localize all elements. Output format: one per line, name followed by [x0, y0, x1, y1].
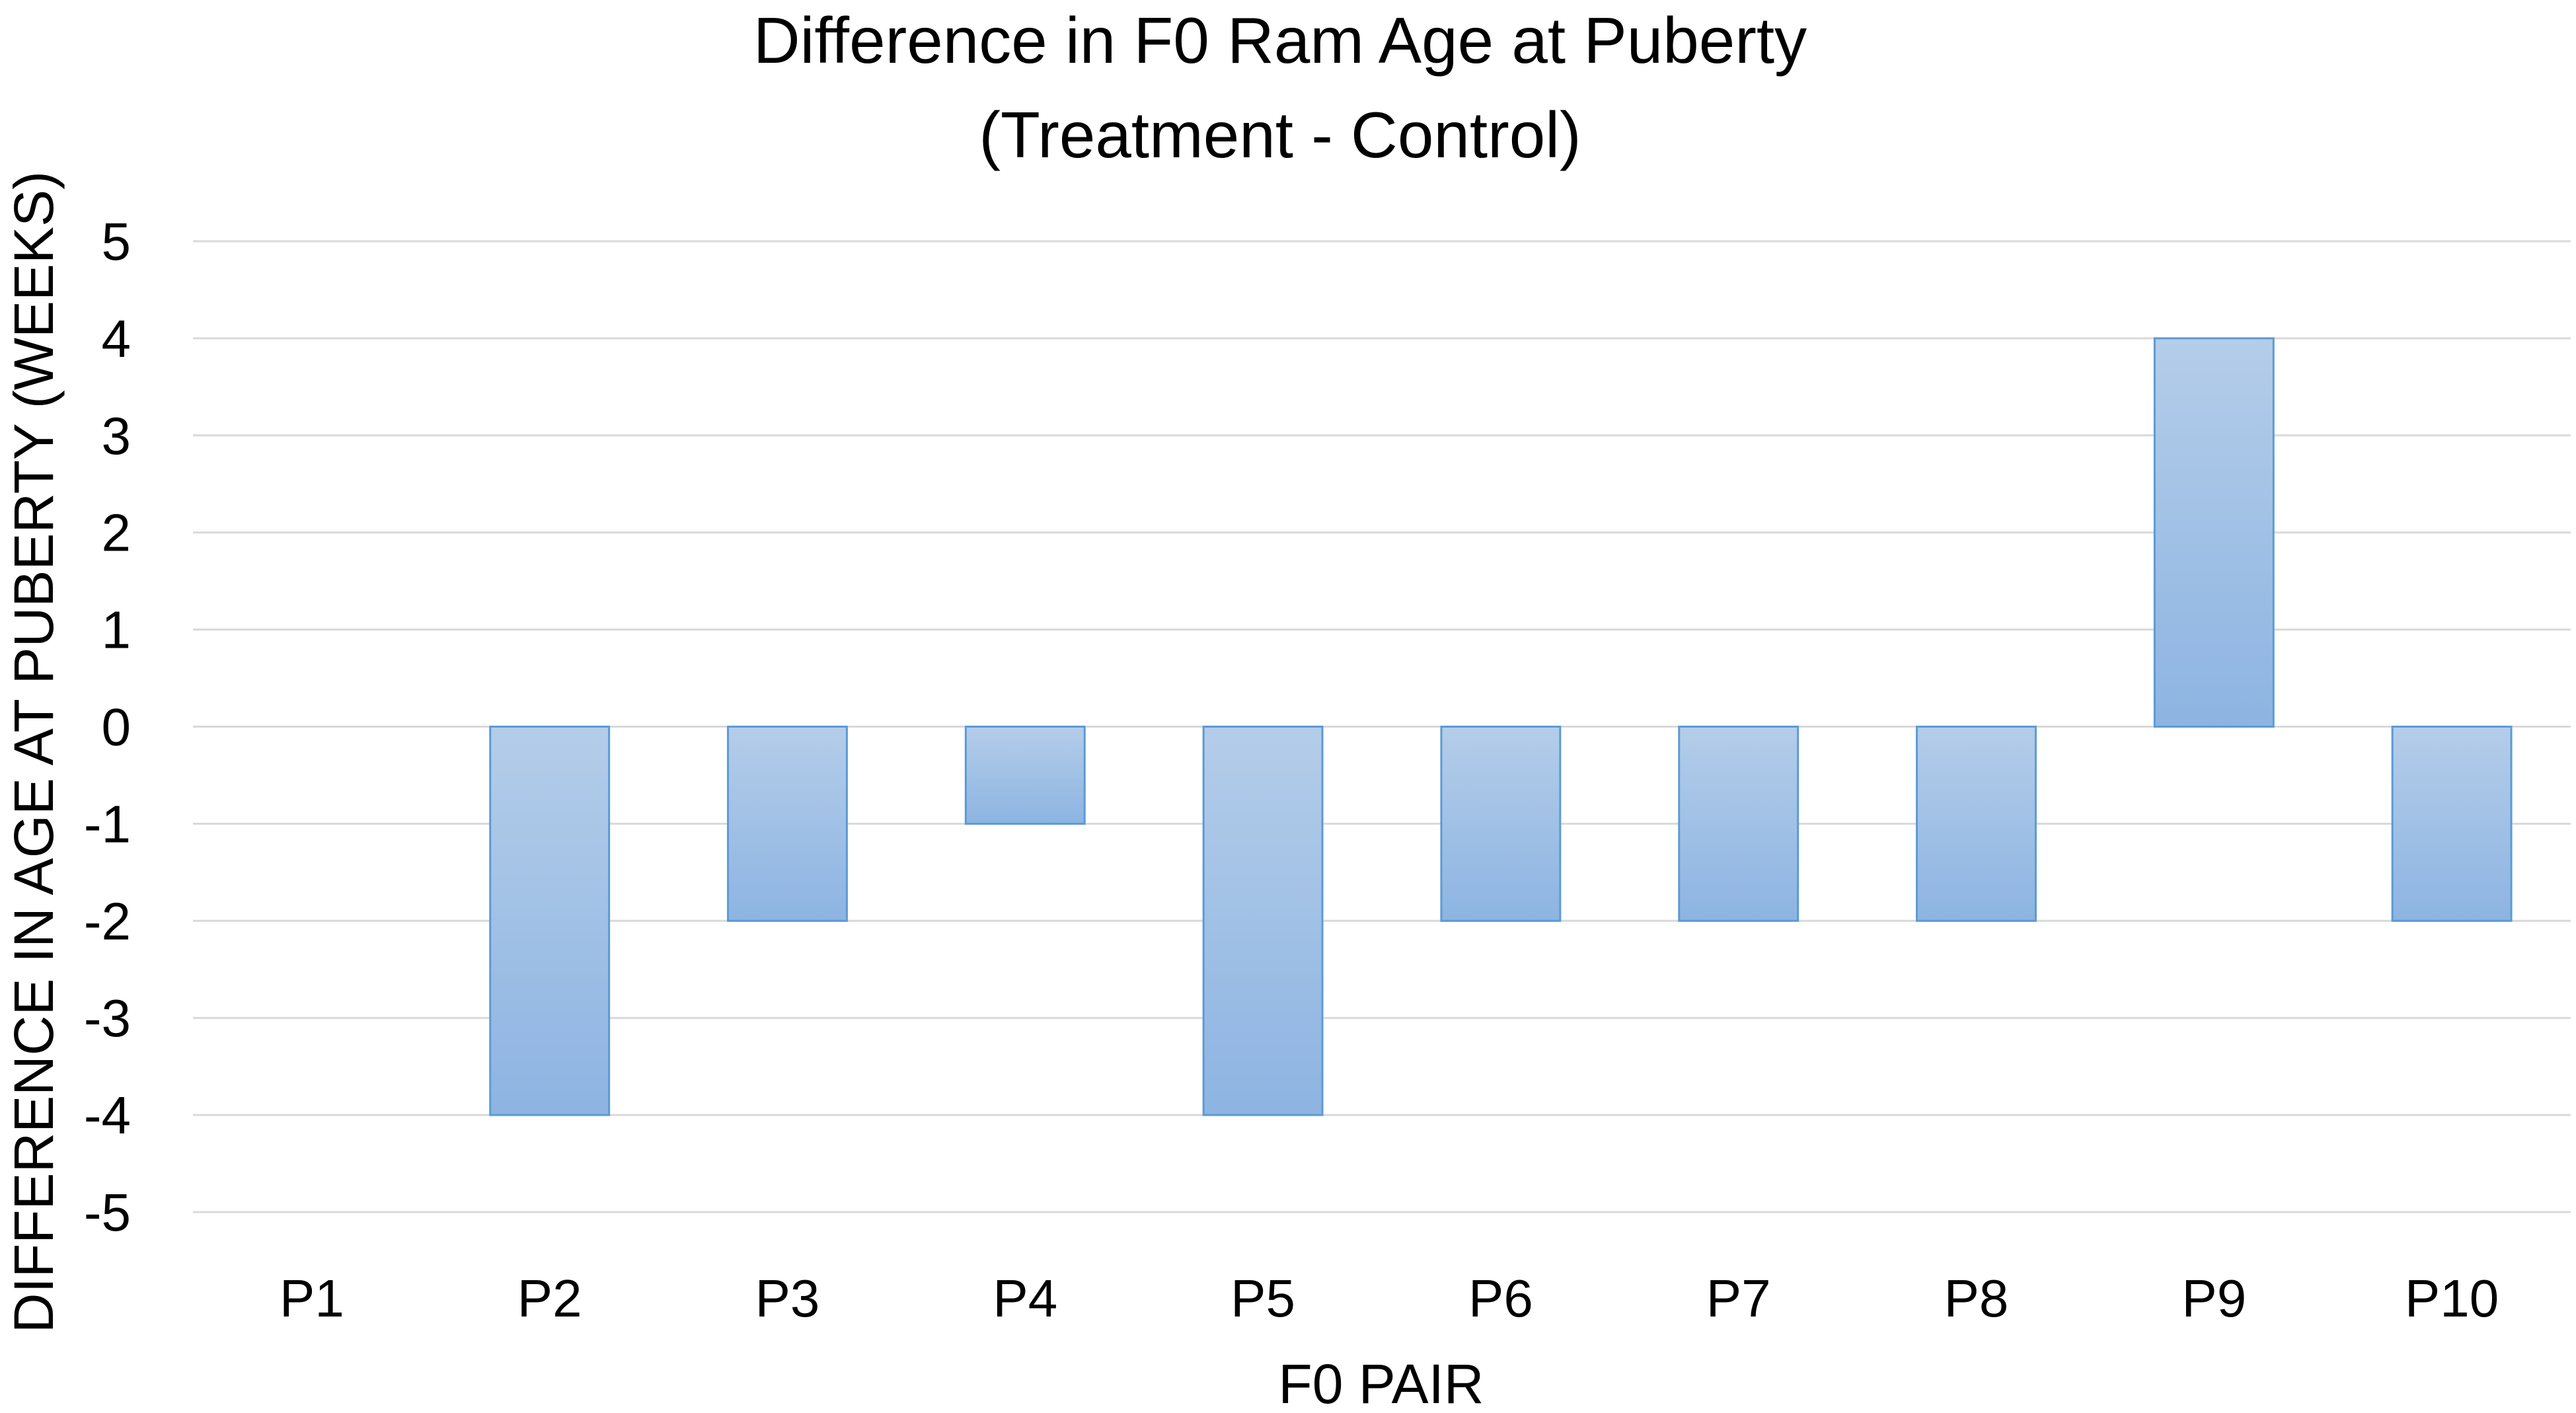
y-axis-tick-labels: 5 4 3 2 1 0 -1 -2 -3 -4 -5 — [84, 212, 131, 1242]
x-axis-title: F0 PAIR — [1278, 1353, 1484, 1413]
y-tick-label: -1 — [84, 794, 131, 853]
y-tick-label: -2 — [84, 892, 131, 950]
chart-title-line-1: Difference in F0 Ram Age at Puberty — [753, 4, 1807, 77]
bar-p5 — [1202, 726, 1324, 1116]
y-tick-label: 1 — [102, 601, 132, 660]
bar-p4 — [964, 726, 1086, 825]
y-tick-label: 5 — [102, 212, 132, 271]
chart-title-line-2: (Treatment - Control) — [979, 98, 1581, 171]
x-tick-label-p3: P3 — [755, 1269, 820, 1328]
bar-p6 — [1440, 726, 1562, 922]
x-tick-label-p7: P7 — [1706, 1269, 1771, 1328]
y-tick-label: 4 — [102, 309, 132, 368]
x-tick-label-p5: P5 — [1231, 1269, 1295, 1328]
bar-p2 — [489, 726, 611, 1116]
y-tick-label: 2 — [102, 504, 132, 562]
bar-p9 — [2153, 337, 2275, 728]
y-tick-label: -3 — [84, 989, 131, 1048]
x-tick-label-p10: P10 — [2405, 1269, 2499, 1328]
y-tick-label: -4 — [84, 1086, 131, 1145]
y-tick-label: 3 — [102, 406, 132, 465]
bar-p8 — [1916, 726, 2037, 922]
bar-p7 — [1678, 726, 1799, 922]
x-tick-label-p9: P9 — [2181, 1269, 2246, 1328]
bar-p10 — [2391, 726, 2513, 922]
y-axis-title: DIFFERENCE IN AGE AT PUBERTY (WEEKS) — [3, 171, 65, 1333]
x-tick-label-p4: P4 — [993, 1269, 1057, 1328]
y-tick-label: -5 — [84, 1183, 131, 1242]
bars — [489, 337, 2513, 1116]
x-tick-label-p6: P6 — [1468, 1269, 1533, 1328]
y-tick-label: 0 — [102, 698, 132, 757]
x-tick-label-p1: P1 — [280, 1269, 344, 1328]
x-tick-label-p2: P2 — [517, 1269, 582, 1328]
x-axis-tick-labels: P1 P2 P3 P4 P5 P6 P7 P8 P9 P10 — [280, 1269, 2499, 1328]
x-tick-label-p8: P8 — [1944, 1269, 2009, 1328]
bar-p3 — [727, 726, 848, 922]
